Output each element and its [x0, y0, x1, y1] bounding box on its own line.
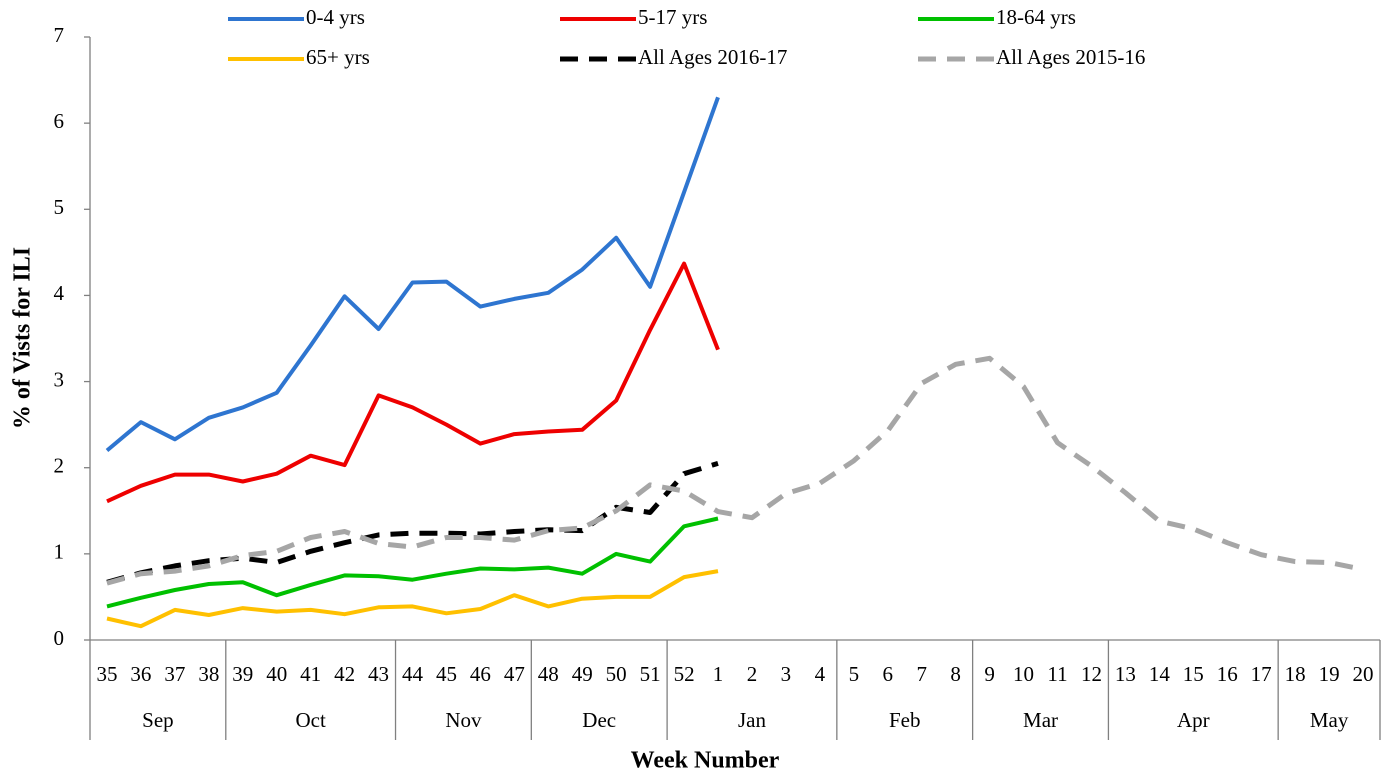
- x-tick-label: 49: [572, 662, 593, 686]
- x-tick-label: 18: [1285, 662, 1306, 686]
- y-tick-label: 4: [54, 281, 65, 305]
- x-tick-label: 38: [198, 662, 219, 686]
- month-label: Apr: [1177, 708, 1210, 732]
- x-tick-label: 36: [130, 662, 151, 686]
- x-tick-label: 8: [950, 662, 961, 686]
- x-tick-label: 35: [96, 662, 117, 686]
- y-tick-label: 0: [54, 626, 65, 650]
- series-line: [106, 516, 719, 609]
- x-tick-label: 13: [1115, 662, 1136, 686]
- y-tick-label: 6: [54, 109, 65, 133]
- x-tick-label: 52: [674, 662, 695, 686]
- x-tick-label: 44: [402, 662, 424, 686]
- month-label: Oct: [295, 708, 325, 732]
- y-axis-title: % of Vists for ILI: [10, 247, 36, 429]
- x-tick-label: 10: [1013, 662, 1034, 686]
- x-tick-label: 2: [747, 662, 758, 686]
- x-tick-label: 6: [883, 662, 894, 686]
- legend-label: 5-17 yrs: [638, 5, 707, 29]
- legend-label: All Ages 2016-17: [638, 45, 787, 69]
- x-tick-label: 14: [1149, 662, 1171, 686]
- month-label: Mar: [1023, 708, 1058, 732]
- series-line: [106, 569, 719, 629]
- x-tick-label: 42: [334, 662, 355, 686]
- x-tick-label: 12: [1081, 662, 1102, 686]
- legend-label: 65+ yrs: [306, 45, 370, 69]
- x-tick-label: 3: [781, 662, 792, 686]
- x-tick-label: 5: [849, 662, 860, 686]
- x-tick-label: 39: [232, 662, 253, 686]
- x-tick-label: 7: [916, 662, 927, 686]
- x-tick-label: 50: [606, 662, 627, 686]
- y-tick-label: 2: [54, 454, 65, 478]
- y-tick-label: 3: [54, 367, 65, 391]
- month-label: Jan: [738, 708, 766, 732]
- x-tick-label: 16: [1217, 662, 1238, 686]
- x-tick-label: 1: [713, 662, 724, 686]
- month-label: Feb: [889, 708, 921, 732]
- month-label: May: [1310, 708, 1349, 732]
- x-tick-label: 11: [1047, 662, 1067, 686]
- x-tick-label: 48: [538, 662, 559, 686]
- month-label: Nov: [445, 708, 482, 732]
- x-axis-title: Week Number: [631, 748, 780, 774]
- series-line: [106, 355, 1364, 586]
- legend-label: 18-64 yrs: [996, 5, 1076, 29]
- x-tick-label: 9: [984, 662, 995, 686]
- legend-label: 0-4 yrs: [306, 5, 365, 29]
- series-line: [106, 461, 719, 585]
- month-label: Sep: [142, 708, 174, 732]
- x-tick-label: 43: [368, 662, 389, 686]
- x-tick-label: 19: [1319, 662, 1340, 686]
- x-tick-label: 17: [1251, 662, 1272, 686]
- series-line: [106, 261, 720, 504]
- x-tick-label: 37: [164, 662, 185, 686]
- x-tick-label: 51: [640, 662, 661, 686]
- y-tick-label: 7: [54, 23, 65, 47]
- month-label: Dec: [582, 708, 616, 732]
- x-tick-label: 47: [504, 662, 525, 686]
- x-tick-label: 4: [815, 662, 826, 686]
- x-tick-label: 20: [1353, 662, 1374, 686]
- x-tick-label: 15: [1183, 662, 1204, 686]
- y-tick-label: 1: [54, 540, 65, 564]
- x-tick-label: 46: [470, 662, 491, 686]
- legend-label: All Ages 2015-16: [996, 45, 1145, 69]
- x-tick-label: 41: [300, 662, 321, 686]
- series-line: [105, 96, 720, 453]
- y-tick-label: 5: [54, 195, 65, 219]
- x-tick-label: 40: [266, 662, 287, 686]
- x-tick-label: 45: [436, 662, 457, 686]
